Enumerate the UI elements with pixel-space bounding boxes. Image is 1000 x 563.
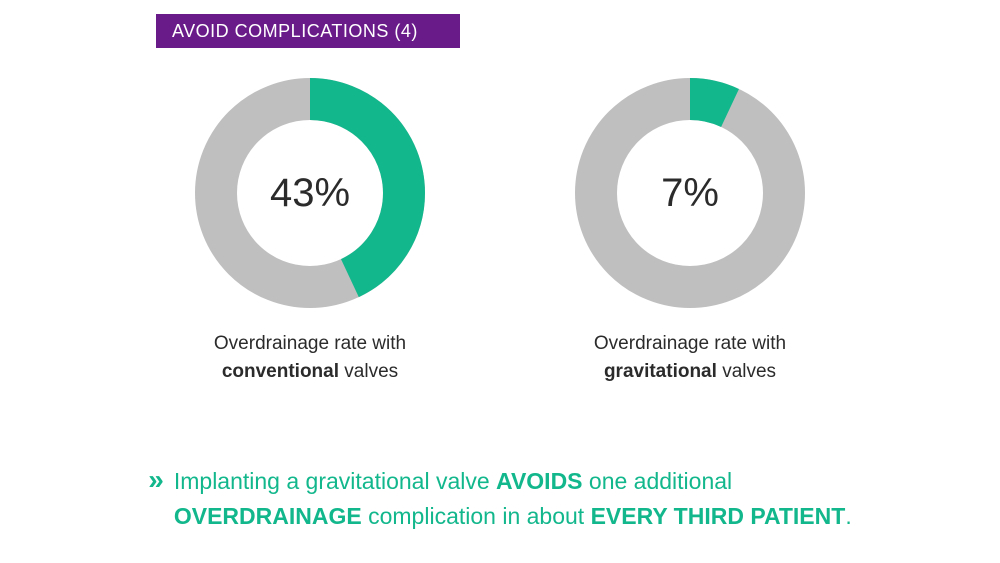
donut-wrap: 43% <box>195 78 425 308</box>
donut-center-label: 43% <box>195 78 425 308</box>
section-header-label: AVOID COMPLICATIONS (4) <box>172 21 418 42</box>
donut-caption: Overdrainage rate withconventional valve… <box>214 330 406 385</box>
slide: AVOID COMPLICATIONS (4) 43% Overdrainage … <box>0 0 1000 563</box>
conclusion-text: Implanting a gravitational valve AVOIDS … <box>174 464 852 535</box>
conclusion: » Implanting a gravitational valve AVOID… <box>0 464 1000 535</box>
donut-caption: Overdrainage rate withgravitational valv… <box>594 330 786 385</box>
conclusion-inner: » Implanting a gravitational valve AVOID… <box>148 464 851 535</box>
donut-chart: 7% Overdrainage rate withgravitational va… <box>575 78 805 385</box>
donut-chart: 43% Overdrainage rate withconventional va… <box>195 78 425 385</box>
section-header: AVOID COMPLICATIONS (4) <box>156 14 460 48</box>
charts-row: 43% Overdrainage rate withconventional va… <box>0 78 1000 385</box>
quote-icon: » <box>148 466 164 494</box>
donut-wrap: 7% <box>575 78 805 308</box>
donut-center-label: 7% <box>575 78 805 308</box>
